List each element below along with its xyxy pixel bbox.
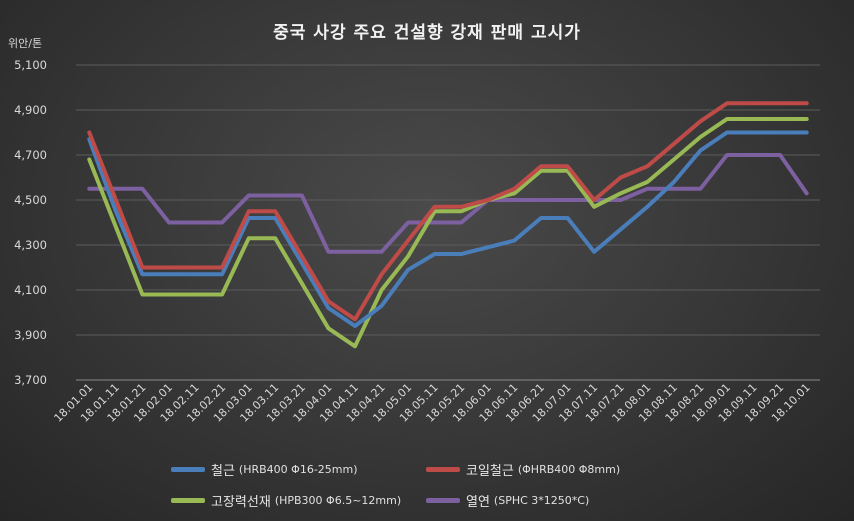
legend-swatch-wire-rod — [171, 498, 205, 503]
y-tick-label: 4,500 — [14, 193, 47, 207]
line-rebar — [87, 130, 809, 328]
series-lines — [87, 101, 809, 349]
legend-label-hot-rolled: 열연 — [466, 495, 490, 510]
legend-spec-wire-rod: (HPB300 Φ6.5~12mm) — [274, 494, 402, 507]
legend: 철근 (HRB400 Φ16-25mm) 코일철근 (ΦHRB400 Φ8mm)… — [0, 460, 854, 520]
legend-item-rebar: 철근 (HRB400 Φ16-25mm) — [171, 460, 358, 479]
line-wire-rod — [87, 117, 809, 349]
y-axis-unit-label: 위안/톤 — [8, 37, 43, 50]
legend-spec-rebar: (HRB400 Φ16-25mm) — [238, 463, 358, 476]
legend-swatch-coil-rebar — [426, 467, 460, 472]
legend-item-coil-rebar: 코일철근 (ΦHRB400 Φ8mm) — [426, 460, 620, 479]
legend-item-hot-rolled: 열연 (SPHC 3*1250*C) — [426, 491, 589, 510]
legend-spec-hot-rolled: (SPHC 3*1250*C) — [493, 494, 590, 507]
legend-label-coil-rebar: 코일철근 — [466, 464, 514, 479]
y-tick-label: 4,100 — [14, 283, 47, 297]
legend-swatch-rebar — [171, 467, 205, 472]
y-tick-labels: 3,700 3,900 4,100 4,300 4,500 4,700 4,900 5,100 — [14, 58, 47, 387]
y-tick-label: 4,300 — [14, 238, 47, 252]
legend-item-wire-rod: 고장력선재 (HPB300 Φ6.5~12mm) — [171, 491, 401, 510]
line-hot-rolled — [87, 153, 809, 254]
legend-label-wire-rod: 고장력선재 — [211, 495, 271, 510]
y-tick-label: 5,100 — [14, 58, 47, 72]
legend-swatch-hot-rolled — [426, 498, 460, 503]
gridlines — [76, 64, 820, 381]
x-tick-labels: 18.01.0118.01.1118.01.2118.02.0118.02.11… — [52, 381, 813, 425]
y-tick-label: 3,900 — [14, 328, 47, 342]
legend-spec-coil-rebar: (ΦHRB400 Φ8mm) — [517, 463, 621, 476]
y-tick-label: 3,700 — [14, 373, 47, 387]
legend-label-rebar: 철근 — [211, 464, 235, 479]
y-tick-label: 4,700 — [14, 148, 47, 162]
line-coil-rebar — [87, 101, 809, 322]
chart-title: 중국 사강 주요 건설향 강재 판매 고시가 — [273, 23, 581, 43]
y-tick-label: 4,900 — [14, 103, 47, 117]
